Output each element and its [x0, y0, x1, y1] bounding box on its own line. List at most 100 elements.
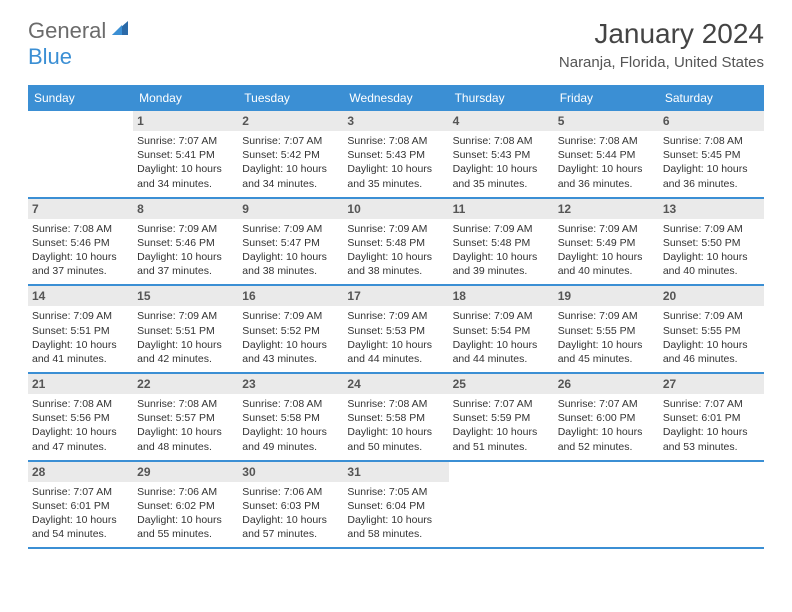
day-cell: 3Sunrise: 7:08 AMSunset: 5:43 PMDaylight…	[343, 111, 448, 197]
info-sunrise: Sunrise: 7:06 AM	[137, 485, 234, 499]
info-daylight1: Daylight: 10 hours	[453, 162, 550, 176]
day-cell: 27Sunrise: 7:07 AMSunset: 6:01 PMDayligh…	[659, 374, 764, 460]
info-daylight1: Daylight: 10 hours	[347, 162, 444, 176]
info-daylight1: Daylight: 10 hours	[347, 513, 444, 527]
info-daylight2: and 34 minutes.	[137, 177, 234, 191]
day-cell: 26Sunrise: 7:07 AMSunset: 6:00 PMDayligh…	[554, 374, 659, 460]
info-sunset: Sunset: 5:45 PM	[663, 148, 760, 162]
info-sunrise: Sunrise: 7:08 AM	[347, 397, 444, 411]
info-sunrise: Sunrise: 7:08 AM	[663, 134, 760, 148]
info-sunset: Sunset: 5:57 PM	[137, 411, 234, 425]
day-number: 21	[28, 374, 133, 394]
info-daylight2: and 55 minutes.	[137, 527, 234, 541]
info-daylight2: and 50 minutes.	[347, 440, 444, 454]
day-cell: 4Sunrise: 7:08 AMSunset: 5:43 PMDaylight…	[449, 111, 554, 197]
day-info: Sunrise: 7:09 AMSunset: 5:49 PMDaylight:…	[558, 222, 655, 279]
info-sunrise: Sunrise: 7:05 AM	[347, 485, 444, 499]
info-daylight2: and 44 minutes.	[347, 352, 444, 366]
logo: General	[28, 18, 132, 44]
info-daylight1: Daylight: 10 hours	[663, 162, 760, 176]
day-info: Sunrise: 7:08 AMSunset: 5:45 PMDaylight:…	[663, 134, 760, 191]
info-daylight1: Daylight: 10 hours	[32, 425, 129, 439]
day-info: Sunrise: 7:07 AMSunset: 6:00 PMDaylight:…	[558, 397, 655, 454]
info-sunrise: Sunrise: 7:08 AM	[137, 397, 234, 411]
info-daylight1: Daylight: 10 hours	[347, 338, 444, 352]
day-info: Sunrise: 7:08 AMSunset: 5:44 PMDaylight:…	[558, 134, 655, 191]
calendar: Sunday Monday Tuesday Wednesday Thursday…	[28, 85, 764, 549]
day-info: Sunrise: 7:09 AMSunset: 5:46 PMDaylight:…	[137, 222, 234, 279]
day-number: 31	[343, 462, 448, 482]
logo-text-blue-wrap: Blue	[28, 44, 72, 70]
info-daylight2: and 35 minutes.	[453, 177, 550, 191]
day-number: 25	[449, 374, 554, 394]
day-number: 30	[238, 462, 343, 482]
info-sunset: Sunset: 6:02 PM	[137, 499, 234, 513]
info-sunrise: Sunrise: 7:09 AM	[453, 222, 550, 236]
dayhead-fri: Friday	[554, 87, 659, 109]
day-cell	[449, 462, 554, 548]
day-cell: 31Sunrise: 7:05 AMSunset: 6:04 PMDayligh…	[343, 462, 448, 548]
dayhead-wed: Wednesday	[343, 87, 448, 109]
day-number: 18	[449, 286, 554, 306]
day-info: Sunrise: 7:09 AMSunset: 5:54 PMDaylight:…	[453, 309, 550, 366]
info-sunset: Sunset: 5:51 PM	[32, 324, 129, 338]
day-info: Sunrise: 7:09 AMSunset: 5:52 PMDaylight:…	[242, 309, 339, 366]
info-daylight2: and 39 minutes.	[453, 264, 550, 278]
info-daylight1: Daylight: 10 hours	[558, 338, 655, 352]
info-daylight2: and 41 minutes.	[32, 352, 129, 366]
info-daylight2: and 35 minutes.	[347, 177, 444, 191]
day-info: Sunrise: 7:09 AMSunset: 5:53 PMDaylight:…	[347, 309, 444, 366]
dayhead-sat: Saturday	[659, 87, 764, 109]
info-daylight1: Daylight: 10 hours	[137, 250, 234, 264]
info-daylight2: and 57 minutes.	[242, 527, 339, 541]
day-number: 6	[659, 111, 764, 131]
logo-text-blue: Blue	[28, 44, 72, 69]
day-number: 12	[554, 199, 659, 219]
info-sunset: Sunset: 5:48 PM	[453, 236, 550, 250]
info-sunrise: Sunrise: 7:08 AM	[453, 134, 550, 148]
info-sunrise: Sunrise: 7:09 AM	[558, 309, 655, 323]
info-sunrise: Sunrise: 7:08 AM	[242, 397, 339, 411]
day-cell: 19Sunrise: 7:09 AMSunset: 5:55 PMDayligh…	[554, 286, 659, 372]
info-daylight1: Daylight: 10 hours	[137, 338, 234, 352]
day-number: 10	[343, 199, 448, 219]
day-number: 2	[238, 111, 343, 131]
day-info: Sunrise: 7:08 AMSunset: 5:58 PMDaylight:…	[347, 397, 444, 454]
info-sunrise: Sunrise: 7:08 AM	[32, 222, 129, 236]
day-number: 11	[449, 199, 554, 219]
day-number: 5	[554, 111, 659, 131]
info-daylight1: Daylight: 10 hours	[558, 250, 655, 264]
info-daylight2: and 58 minutes.	[347, 527, 444, 541]
info-daylight2: and 40 minutes.	[663, 264, 760, 278]
info-sunrise: Sunrise: 7:09 AM	[663, 222, 760, 236]
day-cell: 7Sunrise: 7:08 AMSunset: 5:46 PMDaylight…	[28, 199, 133, 285]
info-sunrise: Sunrise: 7:08 AM	[558, 134, 655, 148]
day-info: Sunrise: 7:08 AMSunset: 5:58 PMDaylight:…	[242, 397, 339, 454]
info-daylight1: Daylight: 10 hours	[453, 338, 550, 352]
info-daylight1: Daylight: 10 hours	[137, 425, 234, 439]
info-sunrise: Sunrise: 7:07 AM	[137, 134, 234, 148]
info-sunset: Sunset: 5:55 PM	[558, 324, 655, 338]
info-daylight2: and 53 minutes.	[663, 440, 760, 454]
day-info: Sunrise: 7:09 AMSunset: 5:47 PMDaylight:…	[242, 222, 339, 279]
info-sunset: Sunset: 6:03 PM	[242, 499, 339, 513]
day-info: Sunrise: 7:08 AMSunset: 5:43 PMDaylight:…	[347, 134, 444, 191]
day-number: 27	[659, 374, 764, 394]
info-sunrise: Sunrise: 7:09 AM	[137, 222, 234, 236]
info-sunset: Sunset: 5:44 PM	[558, 148, 655, 162]
info-daylight1: Daylight: 10 hours	[242, 513, 339, 527]
info-sunrise: Sunrise: 7:07 AM	[558, 397, 655, 411]
day-info: Sunrise: 7:08 AMSunset: 5:56 PMDaylight:…	[32, 397, 129, 454]
day-cell: 1Sunrise: 7:07 AMSunset: 5:41 PMDaylight…	[133, 111, 238, 197]
info-daylight2: and 49 minutes.	[242, 440, 339, 454]
info-sunset: Sunset: 5:41 PM	[137, 148, 234, 162]
day-info: Sunrise: 7:09 AMSunset: 5:48 PMDaylight:…	[453, 222, 550, 279]
info-daylight2: and 45 minutes.	[558, 352, 655, 366]
day-number: 9	[238, 199, 343, 219]
info-sunrise: Sunrise: 7:09 AM	[347, 309, 444, 323]
info-daylight2: and 46 minutes.	[663, 352, 760, 366]
info-daylight1: Daylight: 10 hours	[663, 338, 760, 352]
info-sunrise: Sunrise: 7:07 AM	[663, 397, 760, 411]
dayhead-thu: Thursday	[449, 87, 554, 109]
info-sunrise: Sunrise: 7:09 AM	[242, 309, 339, 323]
